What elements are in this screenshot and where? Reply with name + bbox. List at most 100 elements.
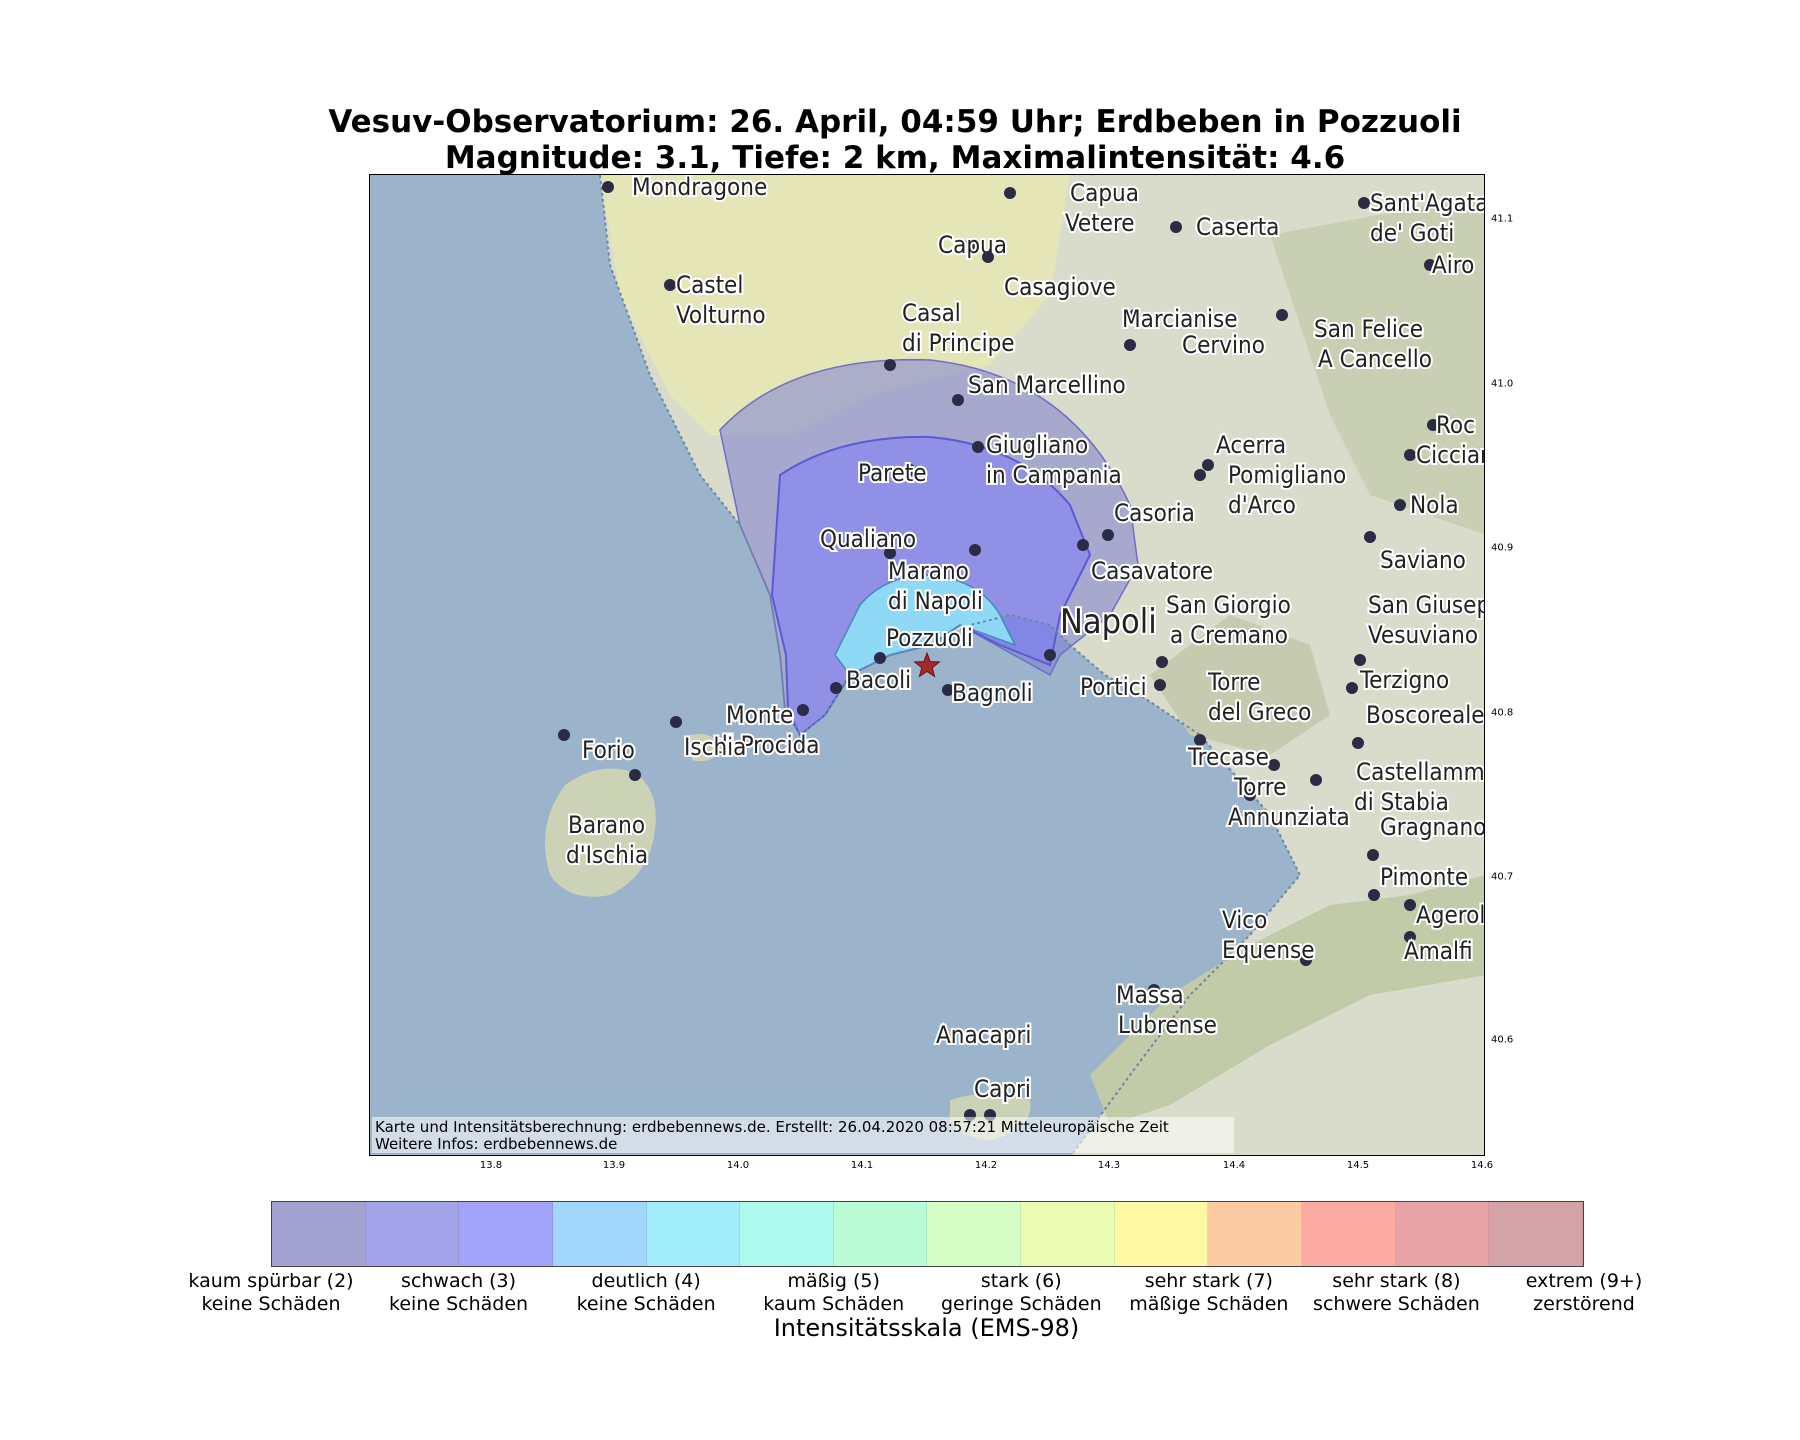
place-dot-icon <box>884 359 896 371</box>
place-label: Trecase <box>1187 743 1269 771</box>
place-dot-icon <box>1148 984 1160 996</box>
place-label: Portici <box>1080 673 1147 701</box>
place-dot-icon <box>1394 499 1406 511</box>
place-dot-icon <box>830 682 842 694</box>
x-tick-label: 14.3 <box>1097 1160 1121 1171</box>
place-dot-icon <box>874 652 886 664</box>
intensity-zone-4 <box>834 574 1017 676</box>
colorbar-label: stark (6) geringe Schäden <box>941 1270 1102 1316</box>
place-label: Casoria <box>1114 499 1195 527</box>
colorbar-swatch <box>365 1202 460 1266</box>
place-label: Gragnano <box>1380 813 1485 841</box>
place-saviano: Saviano <box>1364 531 1468 576</box>
place-dot-icon <box>942 684 954 696</box>
place-label: Giugliano <box>986 431 1088 459</box>
colorbar-label: schwach (3) keine Schäden <box>389 1270 528 1316</box>
place-label: di Procida <box>714 731 820 759</box>
place-pozzuoli: Pozzuoli <box>874 622 975 664</box>
place-boscoreale: Boscoreale <box>1352 699 1485 749</box>
place-bagnoli: Bagnoli <box>942 677 1035 709</box>
place-label: d'Arco <box>1228 491 1296 519</box>
place-label: Boscoreale <box>1366 701 1485 729</box>
place-roccarainola: Roc <box>1427 409 1477 441</box>
place-label: Vesuviano <box>1368 621 1478 649</box>
place-dot-icon <box>1404 899 1416 911</box>
place-label: Vico <box>1222 906 1267 934</box>
place-label: Annunziata <box>1228 803 1350 831</box>
place-label: Mondragone <box>632 175 767 201</box>
place-pimonte: Pimonte <box>1368 861 1470 901</box>
place-label: Casagiove <box>1004 273 1116 301</box>
colorbar-label-damage: keine Schäden <box>389 1293 529 1315</box>
y-tick-label: 41.0 <box>1491 378 1514 390</box>
credit-line2: Weitere Infos: erdbebennews.de <box>375 1135 618 1153</box>
colorbar-label-damage: schwere Schäden <box>1313 1293 1480 1315</box>
colorbar-swatch <box>833 1202 928 1266</box>
place-label: di Napoli <box>888 587 983 615</box>
place-label: Bacoli <box>846 666 911 694</box>
place-label: Barano <box>568 811 645 839</box>
place-casagiove: Casagiove <box>982 251 1118 303</box>
place-dot-icon <box>1368 889 1380 901</box>
place-capua: Capua <box>936 229 1009 261</box>
x-tick-label: 14.2 <box>974 1160 998 1171</box>
epicenter-star-icon <box>913 651 941 678</box>
place-dot-icon <box>1427 419 1439 431</box>
place-anacapri: Anacapri <box>934 1019 1033 1121</box>
place-caserta: Caserta <box>1170 211 1281 243</box>
colorbar-label-damage: mäßige Schäden <box>1129 1293 1289 1315</box>
colorbar-label-intensity: kaum spürbar (2) <box>188 1270 354 1292</box>
map-title-line1: Vesuv-Observatorium: 26. April, 04:59 Uh… <box>328 104 1462 140</box>
place-label: Lubrense <box>1118 1011 1217 1039</box>
y-tick-label: 40.8 <box>1491 707 1514 719</box>
place-label: Torre <box>1207 668 1260 696</box>
place-dot-icon <box>1358 197 1370 209</box>
place-dot-icon <box>1102 529 1114 541</box>
place-label: de' Goti <box>1370 219 1454 247</box>
place-dot-icon <box>1300 954 1312 966</box>
colorbar-label: deutlich (4) keine Schäden <box>577 1270 716 1316</box>
x-tick-label: 14.0 <box>726 1160 750 1171</box>
x-tick-label: 14.5 <box>1346 1160 1370 1171</box>
colorbar-swatch <box>927 1202 1022 1266</box>
place-dot-icon <box>1310 774 1322 786</box>
colorbar-label-damage: keine Schäden <box>576 1293 716 1315</box>
place-dot-icon <box>1124 339 1136 351</box>
place-dot-icon <box>558 729 570 741</box>
place-dot-icon <box>1156 656 1168 668</box>
place-label: Ischia <box>684 733 746 761</box>
intensity-colorbar <box>271 1201 1584 1267</box>
colorbar-label-damage: kaum Schäden <box>763 1293 905 1315</box>
colorbar-swatch <box>1302 1202 1396 1266</box>
x-tick-label: 14.6 <box>1470 1160 1494 1171</box>
colorbar-swatch <box>459 1202 553 1266</box>
place-cervino: Cervino <box>1124 329 1267 361</box>
place-dot-icon <box>969 544 981 556</box>
procida-island <box>690 734 722 762</box>
colorbar-label-damage: geringe Schäden <box>940 1293 1102 1315</box>
colorbar-swatch <box>740 1202 834 1266</box>
place-dot-icon <box>1367 849 1379 861</box>
colorbar-label-intensity: extrem (9+) <box>1525 1270 1643 1292</box>
hills-east <box>1270 195 1484 535</box>
place-label: Marcianise <box>1122 305 1238 333</box>
place-label: Anacapri <box>936 1021 1031 1049</box>
x-tick-label: 13.8 <box>479 1160 503 1171</box>
place-label: San Giorgio <box>1166 591 1291 619</box>
place-dot-icon <box>1424 259 1436 271</box>
x-tick-label: 13.9 <box>602 1160 626 1171</box>
place-label: Casavatore <box>1091 557 1213 585</box>
place-label: Caserta <box>1196 213 1279 241</box>
place-label: d'Ischia <box>566 841 648 869</box>
place-label: San Felice <box>1314 315 1423 343</box>
intensity-map[interactable]: Mondragone Capua Vetere Caserta Sant'Agata de… <box>369 174 1485 1156</box>
colorbar-label-intensity: stark (6) <box>980 1270 1062 1292</box>
colorbar-swatch <box>1395 1202 1490 1266</box>
